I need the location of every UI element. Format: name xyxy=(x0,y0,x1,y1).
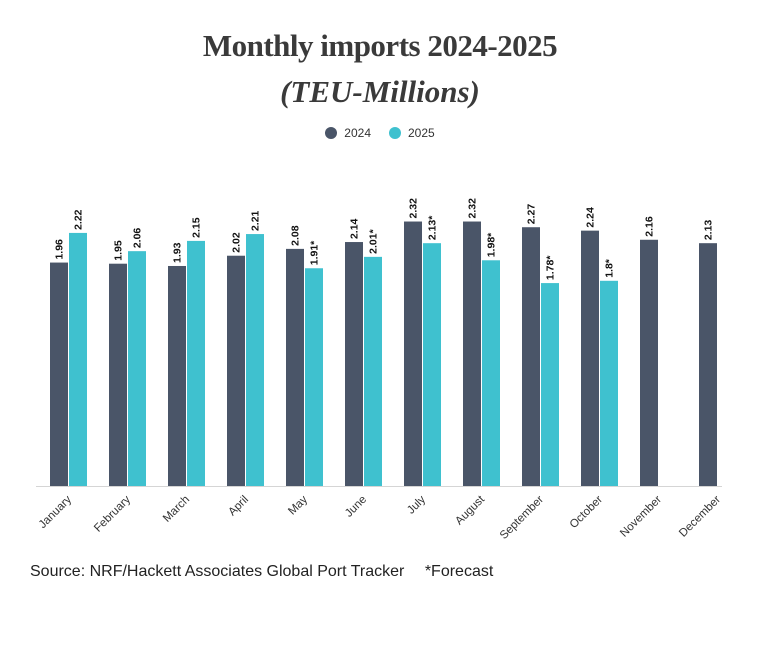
data-label-2024-june: 2.14 xyxy=(349,218,361,239)
x-tick-label-july: July xyxy=(405,493,428,516)
bar-2024-december xyxy=(699,243,717,486)
x-tick-label-november: November xyxy=(618,494,664,540)
data-label-2025-january: 2.22 xyxy=(73,209,85,230)
data-label-2025-may: 1.91* xyxy=(309,240,321,265)
legend-swatch-2025 xyxy=(389,127,401,139)
bar-2025-july xyxy=(423,243,441,486)
data-label-2025-july: 2.13* xyxy=(427,215,439,240)
bar-2025-august xyxy=(482,260,500,486)
bar-2024-january xyxy=(50,262,68,486)
bar-2025-april xyxy=(246,234,264,486)
chart-subtitle: (TEU-Millions) xyxy=(280,74,480,109)
bar-2024-march xyxy=(168,265,186,486)
data-label-2025-april: 2.21 xyxy=(250,210,262,231)
bar-2024-may xyxy=(286,248,304,486)
bar-2025-june xyxy=(364,256,382,486)
bar-2024-october xyxy=(581,230,599,486)
data-label-2024-february: 1.95 xyxy=(113,240,125,261)
bar-2025-september xyxy=(541,283,559,486)
data-label-2025-october: 1.8* xyxy=(604,258,616,278)
bar-2024-september xyxy=(522,227,540,486)
source-note: Source: NRF/Hackett Associates Global Po… xyxy=(30,563,405,580)
legend-label-2024: 2024 xyxy=(344,126,371,140)
bar-2024-april xyxy=(227,255,245,486)
data-label-2024-september: 2.27 xyxy=(526,204,538,225)
bar-2025-february xyxy=(128,251,146,486)
bar-2024-august xyxy=(463,221,481,486)
chart-legend: 2024 2025 xyxy=(0,126,760,140)
legend-item-2024: 2024 xyxy=(325,126,371,140)
legend-label-2025: 2025 xyxy=(408,126,435,140)
x-tick-label-january: January xyxy=(37,493,75,531)
x-tick-label-august: August xyxy=(453,493,487,527)
data-label-2024-august: 2.32 xyxy=(467,198,479,219)
bar-2025-january xyxy=(69,232,87,486)
bar-2024-june xyxy=(345,242,363,486)
x-tick-label-march: March xyxy=(161,494,192,525)
data-label-2024-march: 1.93 xyxy=(172,242,184,263)
x-tick-label-december: December xyxy=(677,494,723,540)
legend-swatch-2024 xyxy=(325,127,338,139)
data-label-2024-may: 2.08 xyxy=(290,225,302,246)
chart-title: Monthly imports 2024-2025 xyxy=(202,28,558,63)
data-label-2025-august: 1.98* xyxy=(486,232,498,257)
x-tick-label-october: October xyxy=(568,494,606,532)
data-label-2024-december: 2.13 xyxy=(703,220,715,241)
data-label-2024-november: 2.16 xyxy=(644,216,656,237)
chart-footer: Source: NRF/Hackett Associates Global Po… xyxy=(30,563,493,581)
data-label-2024-july: 2.32 xyxy=(408,198,420,219)
bar-2024-february xyxy=(109,263,127,486)
bar-2025-may xyxy=(305,268,323,486)
data-label-2024-april: 2.02 xyxy=(231,232,243,253)
x-tick-label-april: April xyxy=(226,494,251,519)
data-label-2024-january: 1.96 xyxy=(54,239,66,260)
bar-2024-november xyxy=(640,239,658,486)
bar-chart: 1.96 2.22 January 1.95 2.06 February 1.93 2.15 M… xyxy=(36,198,723,542)
data-label-2025-june: 2.01* xyxy=(368,228,380,253)
bar-2024-july xyxy=(404,221,422,486)
data-label-2025-september: 1.78* xyxy=(545,255,557,280)
x-tick-label-february: February xyxy=(92,493,133,534)
x-tick-label-june: June xyxy=(343,494,369,520)
data-label-2024-october: 2.24 xyxy=(585,207,597,228)
x-tick-label-september: September xyxy=(498,494,546,542)
forecast-note: *Forecast xyxy=(424,563,494,580)
x-tick-label-may: May xyxy=(286,493,310,517)
bar-2025-march xyxy=(187,240,205,486)
data-label-2025-february: 2.06 xyxy=(132,228,144,249)
legend-item-2025: 2025 xyxy=(389,126,435,140)
bar-2025-october xyxy=(600,280,618,486)
data-label-2025-march: 2.15 xyxy=(191,217,203,238)
